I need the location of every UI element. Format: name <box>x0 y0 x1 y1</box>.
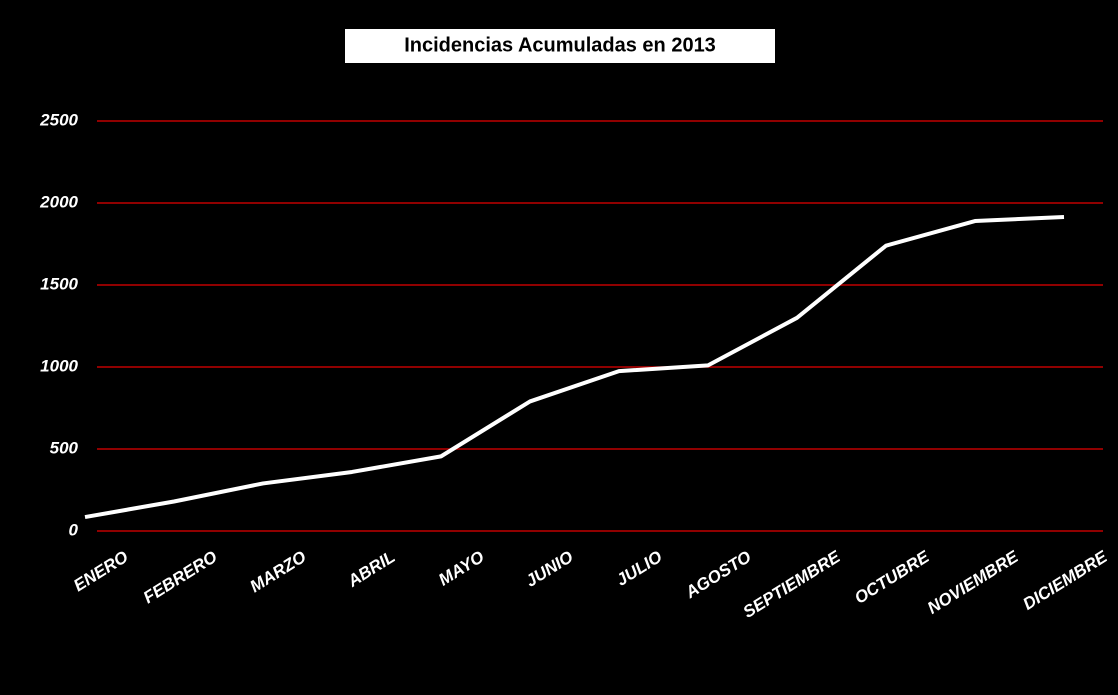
y-tick-label: 2500 <box>39 110 78 129</box>
line-series <box>84 214 1065 520</box>
y-tick-label: 2000 <box>39 192 78 211</box>
y-tick-label: 500 <box>50 438 79 457</box>
y-tick-label: 0 <box>69 520 79 539</box>
chart-title: Incidencias Acumuladas en 2013 <box>404 34 716 56</box>
title-box <box>345 29 775 63</box>
y-tick-label: 1500 <box>40 274 78 293</box>
y-tick-label: 1000 <box>40 356 78 375</box>
